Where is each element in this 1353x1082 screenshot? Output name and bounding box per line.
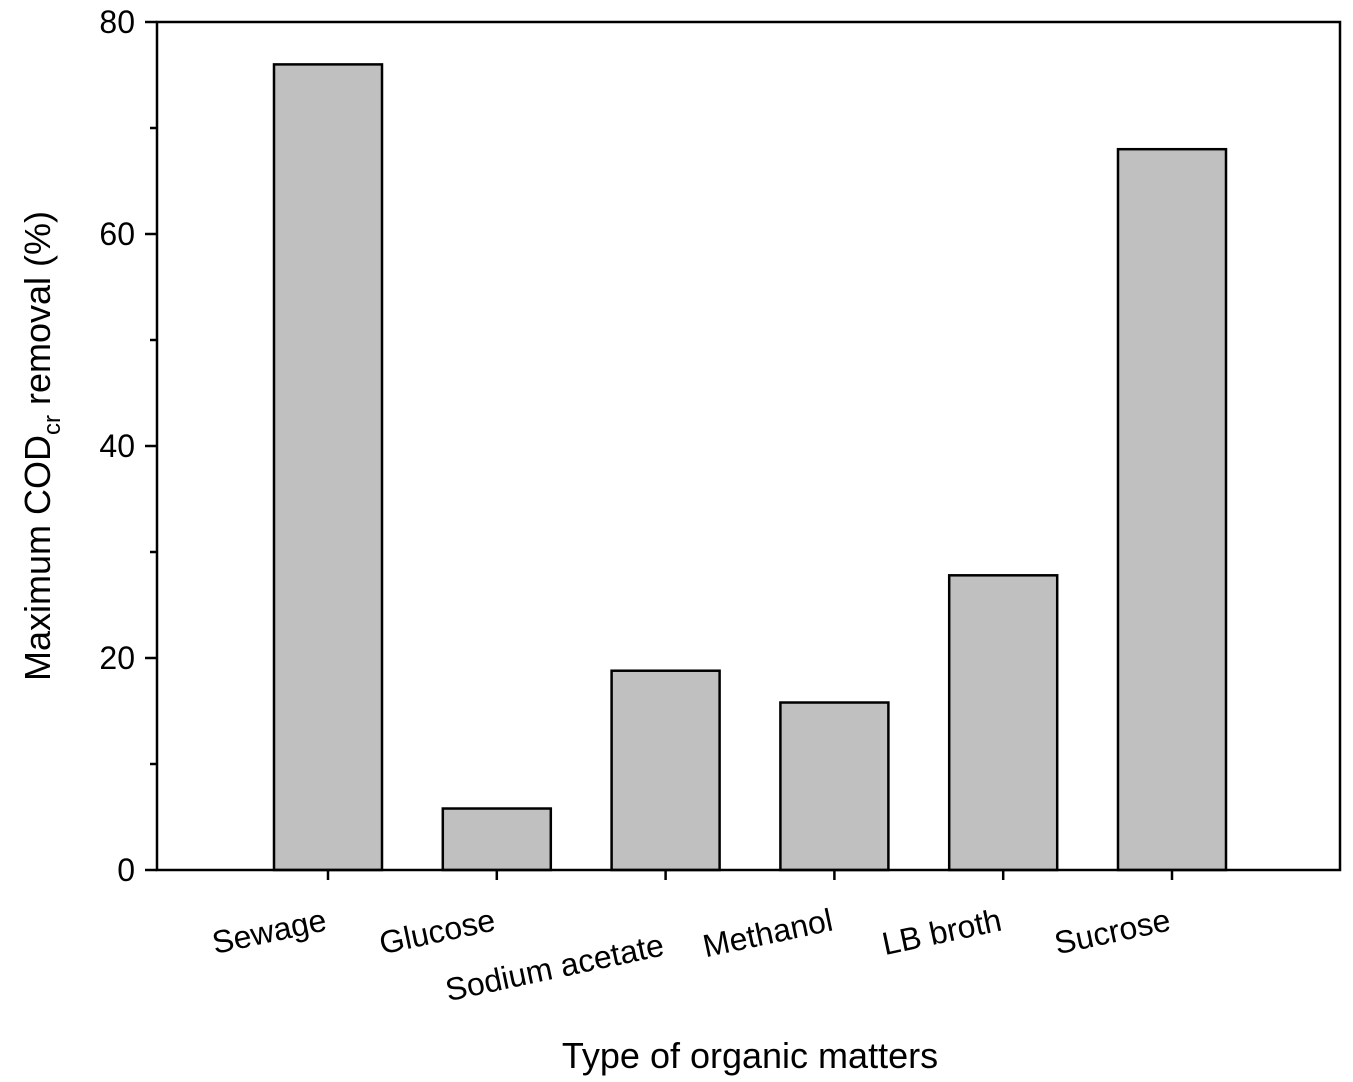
y-tick-label-20: 20	[99, 640, 135, 676]
y-axis-title-subscript: cr	[39, 415, 66, 435]
y-tick-label-40: 40	[99, 428, 135, 464]
y-axis-title: Maximum CODcr removal (%)	[17, 211, 66, 681]
bar-sodium-acetate	[610, 669, 721, 872]
y-axis-title-suffix: removal (%)	[17, 211, 58, 415]
bar-glucose	[441, 807, 553, 872]
bar-sewage	[272, 63, 384, 872]
x-tick-label-sucrose: Sucrose	[1051, 902, 1173, 962]
bar-methanol	[779, 701, 890, 872]
x-tick-label-methanol: Methanol	[700, 902, 836, 965]
y-axis-title-main: Maximum COD	[17, 435, 58, 681]
bar-lb-broth	[947, 574, 1059, 872]
y-axis-ticks: 0 20 40 60 80	[99, 4, 157, 888]
y-tick-label-60: 60	[99, 216, 135, 252]
y-tick-label-80: 80	[99, 4, 135, 40]
x-axis-title: Type of organic matters	[562, 1035, 938, 1076]
x-tick-label-lb-broth: LB broth	[879, 902, 1005, 962]
x-tick-label-glucose: Glucose	[376, 902, 498, 962]
y-tick-label-0: 0	[117, 852, 135, 888]
bars-group	[272, 63, 1228, 872]
x-tick-label-sewage: Sewage	[209, 902, 330, 961]
bar-sucrose	[1116, 147, 1228, 872]
